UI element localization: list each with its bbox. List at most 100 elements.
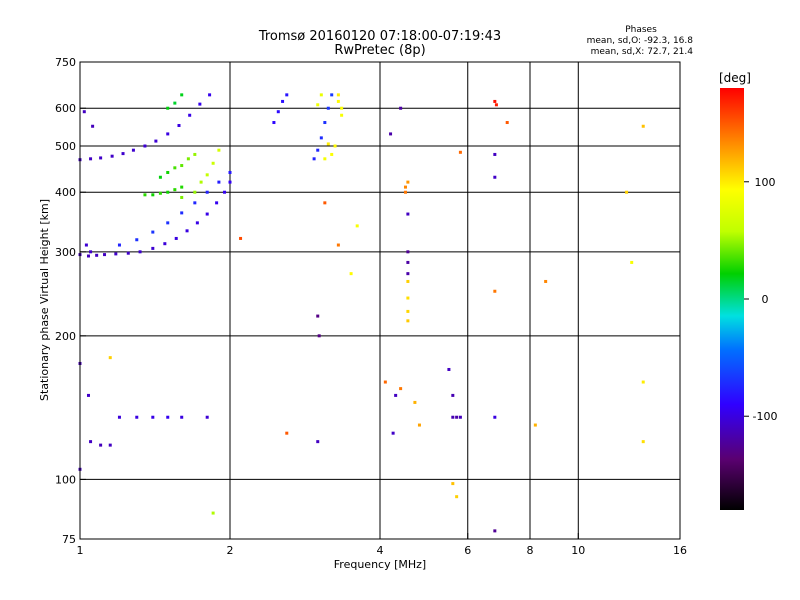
data-point <box>406 180 410 184</box>
plot-area: 1 2 4 6 8 10 16 75 100 200 300 400 500 600 750 <box>55 56 687 557</box>
data-point <box>166 221 170 225</box>
data-point <box>114 252 118 256</box>
data-point <box>447 367 451 371</box>
data-point <box>166 415 170 419</box>
data-point <box>630 260 634 264</box>
y-axis-label: Stationary phase Virtual Height [km] <box>38 199 51 401</box>
data-point <box>455 415 459 419</box>
data-point <box>406 272 410 276</box>
data-point <box>126 251 130 255</box>
data-point <box>151 415 155 419</box>
data-point <box>188 113 192 117</box>
data-point <box>154 139 158 143</box>
data-point <box>174 236 178 240</box>
data-point <box>451 482 455 486</box>
data-point <box>211 511 215 515</box>
data-point <box>641 380 645 384</box>
chart-title: Tromsø 20160120 07:18:00-07:19:43 <box>258 29 501 44</box>
data-point <box>406 296 410 300</box>
data-point <box>89 157 93 161</box>
data-point <box>493 99 497 103</box>
data-point <box>312 157 316 161</box>
x-tick-label: 10 <box>571 544 585 557</box>
data-point <box>185 229 189 233</box>
colorbar-label: [deg] <box>719 71 751 85</box>
data-point <box>89 250 93 254</box>
data-point <box>193 152 197 156</box>
data-point <box>316 103 320 107</box>
data-point <box>195 221 199 225</box>
data-point <box>143 193 147 197</box>
data-point <box>326 106 330 110</box>
data-point <box>193 201 197 205</box>
data-point <box>406 309 410 313</box>
chart-subtitle: RwPretec (8p) <box>334 43 425 58</box>
x-tick-label: 6 <box>464 544 471 557</box>
data-point <box>544 279 548 283</box>
data-point <box>131 148 135 152</box>
colorbar <box>720 88 744 510</box>
data-point <box>330 152 334 156</box>
data-point <box>99 443 103 447</box>
data-point <box>173 166 177 170</box>
data-point <box>166 106 170 110</box>
data-point <box>135 238 139 242</box>
data-point <box>180 195 184 199</box>
data-point <box>340 113 344 117</box>
data-point <box>399 387 403 391</box>
data-point <box>180 415 184 419</box>
data-point <box>166 190 170 194</box>
data-point <box>493 175 497 179</box>
data-point <box>406 319 410 323</box>
data-point <box>399 106 403 110</box>
data-point <box>138 250 142 254</box>
data-point <box>349 272 353 276</box>
data-point <box>336 99 340 103</box>
data-point <box>208 93 212 97</box>
data-point <box>151 246 155 250</box>
data-point <box>451 415 455 419</box>
data-point <box>403 185 407 189</box>
data-point <box>95 253 99 257</box>
data-point <box>151 193 155 197</box>
data-point <box>205 212 209 216</box>
phases-heading: Phases <box>625 25 657 35</box>
data-point <box>166 132 170 136</box>
data-point <box>217 148 221 152</box>
data-point <box>205 190 209 194</box>
data-point <box>323 121 327 125</box>
data-point <box>455 495 459 499</box>
data-point <box>391 431 395 435</box>
data-point <box>84 243 88 247</box>
data-point <box>276 110 280 114</box>
colorbar-ticks: 100 0 -100 <box>744 176 777 423</box>
data-point <box>493 415 497 419</box>
data-point <box>199 180 203 184</box>
data-point <box>406 250 410 254</box>
data-point <box>86 393 90 397</box>
data-point <box>285 93 289 97</box>
data-point <box>239 236 243 240</box>
colorbar-tick-label: 100 <box>755 176 776 189</box>
data-point <box>389 132 393 136</box>
data-point <box>180 211 184 215</box>
x-tick-label: 2 <box>227 544 234 557</box>
data-point <box>394 393 398 397</box>
data-point <box>89 440 93 444</box>
data-point <box>91 124 95 128</box>
data-point <box>533 423 537 427</box>
data-point <box>316 314 320 318</box>
data-point <box>458 150 462 154</box>
y-tick-label: 100 <box>55 473 76 486</box>
x-tick-label: 8 <box>527 544 534 557</box>
data-point <box>198 102 202 106</box>
data-point <box>272 121 276 125</box>
data-point <box>323 157 327 161</box>
y-tick-label: 600 <box>55 102 76 115</box>
data-point <box>625 190 629 194</box>
y-tick-label: 400 <box>55 186 76 199</box>
data-point <box>103 253 107 257</box>
data-point <box>166 170 170 174</box>
y-tick-label: 75 <box>62 533 76 546</box>
